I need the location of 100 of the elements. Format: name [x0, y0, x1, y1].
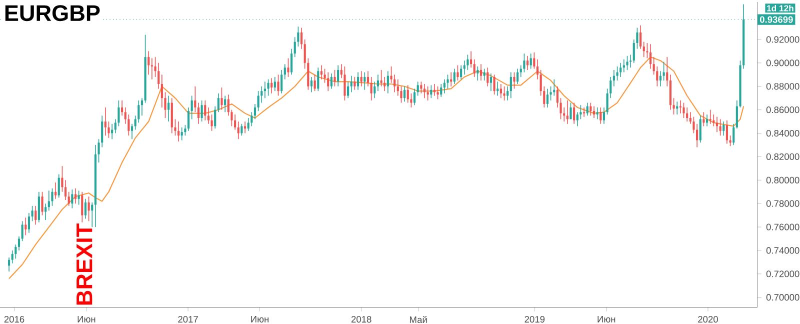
candlestick	[520, 64, 522, 78]
candlestick	[719, 118, 722, 136]
candlestick	[24, 217, 27, 236]
candlestick	[394, 74, 396, 93]
candlestick	[486, 67, 489, 87]
y-tick-label: 0.82000	[766, 153, 800, 160]
y-tick-label: 0.78000	[766, 200, 800, 207]
candlestick	[217, 92, 220, 113]
candlestick	[413, 88, 416, 106]
x-tick-label: Май	[410, 316, 427, 323]
candlestick	[104, 107, 106, 136]
candlestick	[134, 115, 136, 130]
candlestick	[543, 86, 546, 108]
candlestick	[148, 50, 150, 76]
candlestick	[696, 123, 698, 148]
candlestick	[592, 106, 596, 118]
candlestick	[84, 198, 87, 220]
candlestick	[453, 68, 456, 84]
candlestick	[732, 123, 735, 146]
candlestick	[699, 115, 702, 144]
candlestick	[396, 78, 399, 96]
candlestick	[620, 62, 622, 78]
candlestick	[71, 189, 74, 209]
candlestick	[88, 196, 90, 222]
y-tick-label: 0.86000	[766, 106, 800, 114]
candlestick	[21, 220, 24, 242]
candlestick	[443, 78, 446, 94]
candlestick	[197, 102, 200, 124]
candlestick	[480, 64, 482, 81]
candlestick	[247, 118, 250, 132]
candlestick	[11, 250, 14, 264]
candlestick	[257, 90, 260, 112]
candlestick	[160, 74, 163, 108]
candlestick	[350, 75, 352, 93]
candlestick	[190, 95, 193, 120]
candlestick	[250, 112, 253, 127]
candlestick	[642, 41, 645, 58]
candlestick	[290, 48, 293, 76]
candlestick	[662, 61, 665, 81]
candlestick	[28, 212, 30, 234]
candlestick	[168, 95, 170, 122]
candlestick	[722, 121, 725, 136]
candlestick	[476, 66, 479, 81]
candlestick	[506, 86, 509, 101]
candlestick	[267, 78, 270, 96]
candlestick	[334, 70, 336, 87]
candlestick	[590, 102, 592, 116]
candlestick	[470, 50, 472, 68]
candlestick	[702, 112, 705, 127]
candlestick	[533, 52, 536, 70]
candlestick	[344, 66, 346, 101]
candlestick	[573, 102, 576, 124]
candlestick	[370, 76, 372, 101]
candlestick	[503, 86, 506, 101]
candlestick	[264, 81, 266, 98]
y-tick-label: 0.88000	[766, 83, 800, 90]
ref-line-label: 0.93699	[760, 16, 793, 23]
candlestick	[446, 74, 449, 90]
x-tick-label: 2018	[351, 316, 372, 323]
candlestick	[639, 25, 642, 50]
candlestick	[130, 123, 134, 140]
x-tick-label: Июн	[78, 316, 96, 322]
candlestick	[496, 81, 499, 96]
candlestick	[570, 102, 572, 120]
candlestick	[180, 126, 183, 141]
candlestick	[74, 188, 77, 204]
candlestick	[659, 70, 662, 87]
candlestick	[294, 36, 296, 58]
candlestick	[234, 114, 236, 130]
candlestick	[682, 102, 685, 118]
candlestick	[18, 236, 20, 251]
candlestick	[546, 88, 549, 108]
candlestick	[44, 203, 47, 220]
candlestick	[224, 95, 226, 113]
candlestick	[254, 104, 256, 120]
candlestick	[526, 55, 529, 70]
candlestick	[177, 121, 180, 142]
y-tick-label: 0.90000	[766, 60, 800, 66]
candlestick	[330, 73, 332, 90]
x-tick-label: 2020	[698, 316, 718, 323]
candlestick	[612, 70, 615, 87]
candlestick	[540, 70, 542, 96]
candlestick	[287, 58, 290, 78]
candlestick	[374, 81, 376, 98]
candlestick	[364, 72, 366, 90]
text: 1d 12h	[767, 4, 794, 12]
candlestick	[64, 180, 67, 200]
candlestick	[426, 86, 429, 101]
candlestick	[284, 64, 286, 80]
candlestick	[466, 54, 469, 70]
candlestick	[500, 84, 502, 98]
candlestick	[460, 64, 462, 80]
candlestick	[14, 244, 17, 260]
x-tick-label: 2016	[4, 316, 24, 323]
candlestick	[420, 81, 422, 94]
candlestick	[78, 190, 80, 206]
candlestick	[440, 84, 442, 98]
y-tick-label: 0.84000	[766, 130, 800, 137]
candlestick	[347, 81, 350, 98]
candlestick	[686, 107, 688, 122]
